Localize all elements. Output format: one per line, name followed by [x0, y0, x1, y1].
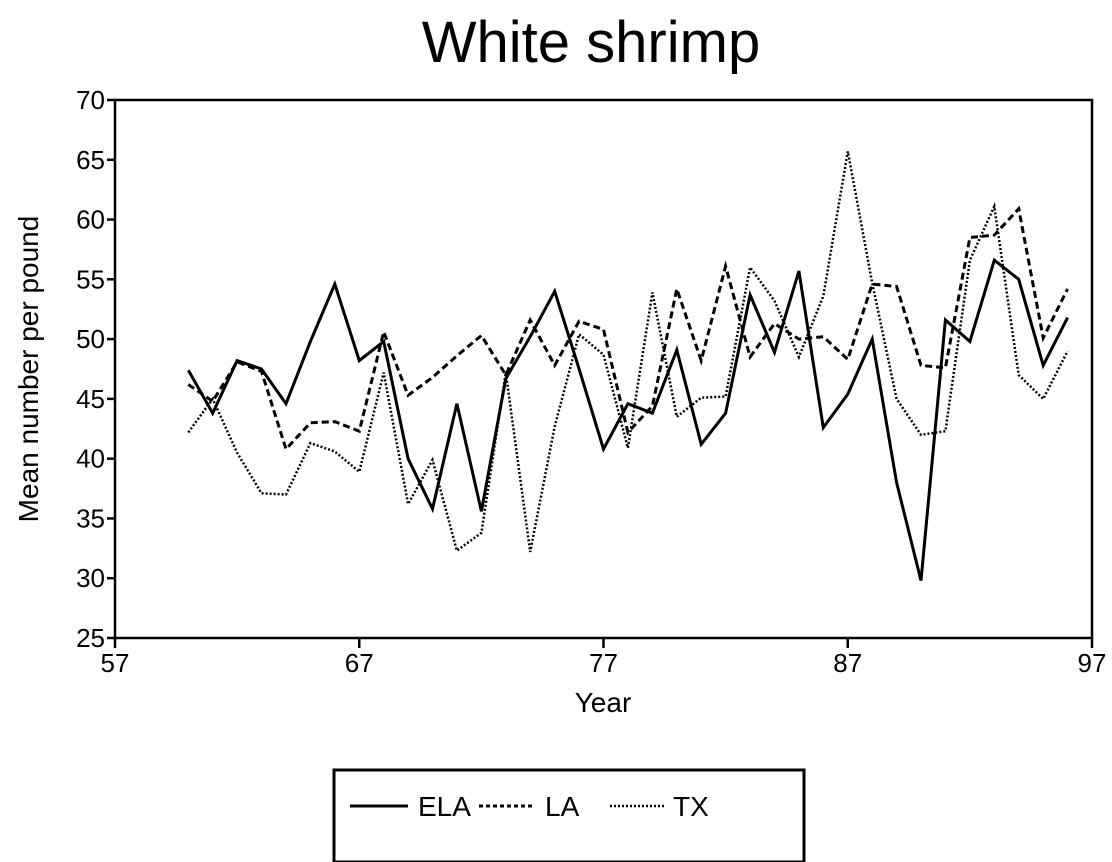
y-tick-label: 30 — [76, 563, 105, 593]
x-tick-label: 77 — [589, 648, 618, 678]
x-axis-label: Year — [575, 687, 632, 718]
series-line-tx — [187, 151, 1069, 553]
legend-items: ELA LA TX — [350, 791, 709, 822]
y-tick-label: 60 — [76, 205, 105, 235]
legend: ELA LA TX — [332, 768, 806, 862]
y-tick-label: 50 — [76, 324, 105, 354]
x-tick-label: 57 — [101, 648, 130, 678]
x-axis: 57 67 77 87 97 — [101, 638, 1107, 678]
legend-label-tx: TX — [673, 791, 709, 822]
series-group — [186, 151, 1069, 581]
y-tick-label: 45 — [76, 384, 105, 414]
y-tick-label: 55 — [76, 264, 105, 294]
series-line-la — [187, 205, 1069, 453]
y-axis-label: Mean number per pound — [13, 216, 44, 523]
y-tick-label: 70 — [76, 85, 105, 115]
legend-label-ela: ELA — [418, 791, 471, 822]
y-tick-label: 25 — [76, 623, 105, 653]
x-tick-label: 67 — [345, 648, 374, 678]
y-axis: 25 30 35 40 45 50 55 60 65 70 — [76, 85, 115, 653]
x-tick-label: 87 — [833, 648, 862, 678]
chart-title: White shrimp — [422, 10, 760, 75]
y-tick-label: 35 — [76, 503, 105, 533]
legend-label-la: LA — [545, 791, 580, 822]
y-tick-label: 40 — [76, 444, 105, 474]
x-tick-label: 97 — [1078, 648, 1107, 678]
series-line-ela — [186, 257, 1069, 581]
y-tick-label: 65 — [76, 145, 105, 175]
legend-box — [332, 768, 806, 862]
